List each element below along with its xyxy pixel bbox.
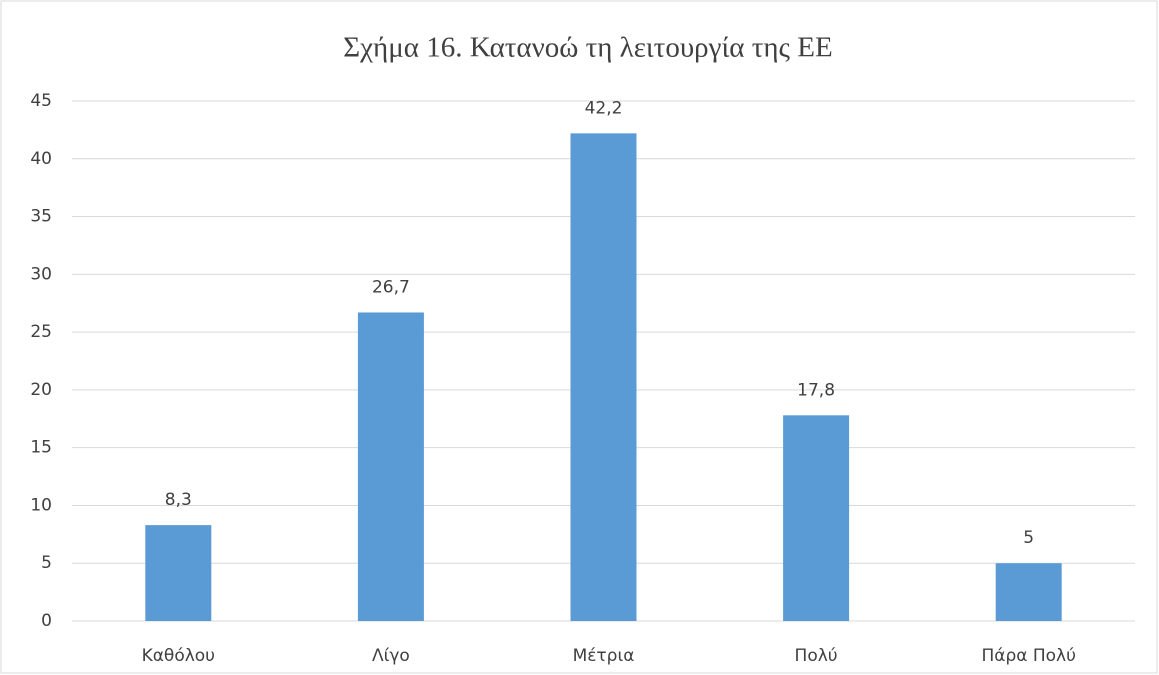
x-tick-label: Καθόλου	[142, 646, 215, 666]
bar	[145, 525, 212, 621]
x-tick-label: Μέτρια	[573, 646, 635, 666]
y-tick-label: 35	[30, 207, 52, 227]
x-tick-label: Πάρα Πολύ	[981, 646, 1075, 666]
y-tick-label: 40	[30, 149, 52, 169]
data-label: 17,8	[797, 380, 835, 400]
chart-title: Σχήμα 16. Κατανοώ τη λειτουργία της ΕΕ	[343, 32, 832, 64]
x-tick-label: Λίγο	[372, 646, 410, 666]
y-tick-label: 25	[30, 322, 52, 342]
y-tick-label: 30	[30, 264, 52, 284]
data-label: 26,7	[372, 277, 410, 297]
x-tick-label: Πολύ	[795, 646, 838, 666]
y-tick-label: 10	[30, 495, 52, 515]
y-tick-label: 20	[30, 380, 52, 400]
bar	[783, 415, 850, 621]
bar	[357, 312, 424, 621]
bar	[995, 563, 1062, 621]
data-label: 5	[1023, 528, 1034, 548]
y-tick-label: 45	[30, 91, 52, 111]
bar	[570, 133, 637, 621]
y-tick-label: 5	[41, 553, 52, 573]
data-label: 8,3	[165, 490, 192, 510]
data-label: 42,2	[585, 98, 623, 118]
y-tick-label: 0	[41, 611, 52, 631]
y-tick-label: 15	[30, 438, 52, 458]
